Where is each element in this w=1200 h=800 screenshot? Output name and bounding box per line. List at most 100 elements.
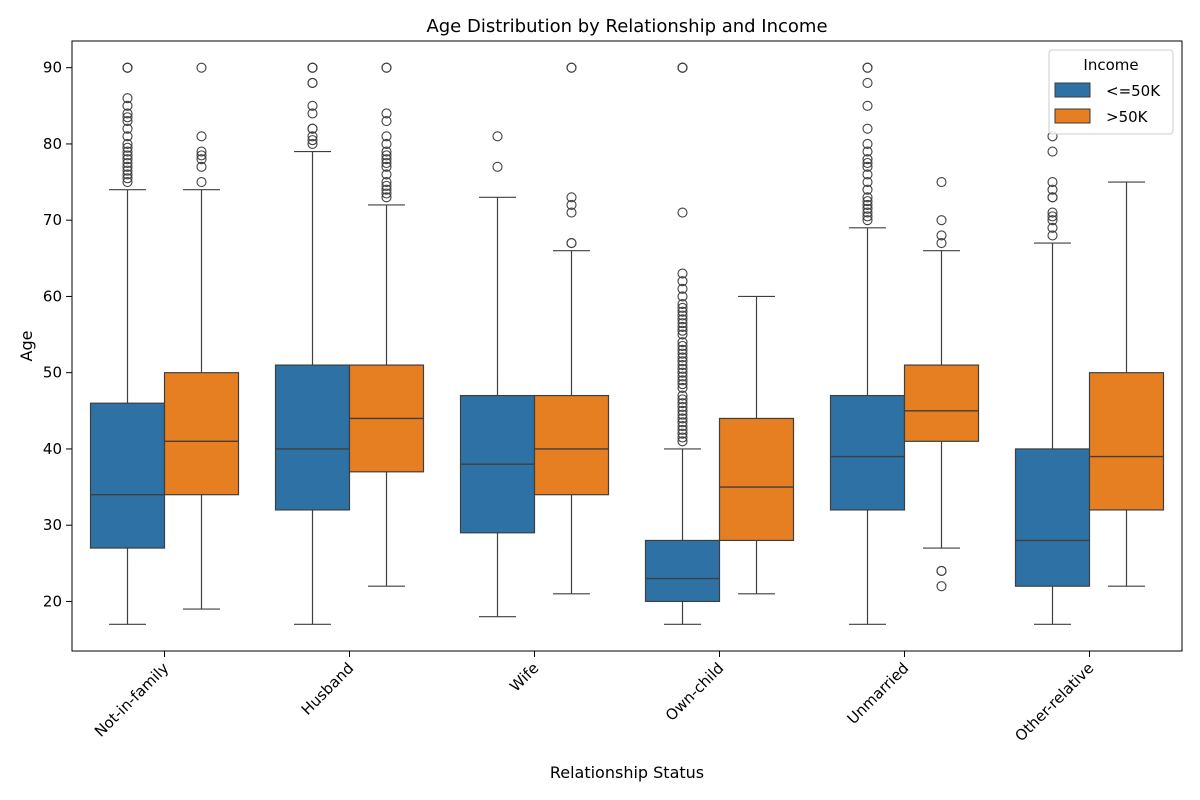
box-unmarried-series-0 [829, 62, 906, 625]
outlier-point [307, 138, 318, 149]
outlier-point [307, 135, 318, 146]
outlier-point [677, 356, 688, 367]
outlier-point [492, 161, 503, 172]
outlier-point [677, 409, 688, 420]
iqr-box [274, 364, 351, 511]
outlier-point [862, 100, 873, 111]
outlier-point [307, 100, 318, 111]
legend-label-high-income: >50K [1106, 108, 1149, 126]
legend-title: Income [1083, 56, 1138, 74]
outlier-point [1047, 184, 1058, 195]
outlier-point [862, 215, 873, 226]
iqr-box [1014, 448, 1091, 587]
outlier-point [677, 310, 688, 321]
plot-frame [71, 40, 1183, 652]
outlier-point [677, 394, 688, 405]
outlier-point [307, 62, 318, 73]
outlier-point [566, 199, 577, 210]
plot-area [89, 62, 1165, 625]
outlier-point [862, 192, 873, 203]
outlier-point [862, 199, 873, 210]
outlier-point [122, 161, 133, 172]
outlier-point [936, 565, 947, 576]
outlier-point [936, 215, 947, 226]
chart-title: Age Distribution by Relationship and Inc… [426, 16, 827, 37]
outlier-point [862, 138, 873, 149]
outlier-point [122, 169, 133, 180]
iqr-box [1088, 372, 1165, 511]
outlier-point [122, 123, 133, 134]
box-wife-series-1 [533, 62, 610, 595]
legend-swatch-high-income [1054, 108, 1091, 124]
outlier-point [677, 344, 688, 355]
outlier-point [1047, 211, 1058, 222]
box-not-in-family-series-1 [163, 62, 240, 610]
outlier-point [566, 62, 577, 73]
outlier-point [677, 299, 688, 310]
outlier-point [381, 177, 392, 188]
outlier-point [566, 192, 577, 203]
outlier-point [677, 314, 688, 325]
box-husband-series-0 [274, 62, 351, 625]
outlier-point [677, 401, 688, 413]
outlier-point [381, 62, 392, 73]
outlier-point [677, 207, 688, 218]
box-wife-series-0 [459, 131, 536, 618]
iqr-box [829, 394, 906, 511]
outlier-point [122, 131, 133, 142]
outlier-point [677, 276, 688, 287]
outlier-point [862, 123, 873, 134]
iqr-box [903, 364, 980, 442]
outlier-point [862, 157, 873, 169]
outlier-point [122, 173, 133, 184]
outlier-point [122, 177, 133, 188]
box-unmarried-series-1 [903, 177, 980, 592]
box-husband-series-1 [348, 62, 425, 587]
outlier-point [677, 360, 688, 371]
outlier-point [381, 188, 392, 199]
outlier-point [677, 291, 688, 302]
y-tick-label: 30 [43, 516, 62, 534]
y-tick-label: 40 [43, 440, 62, 458]
outlier-point [677, 390, 688, 401]
outlier-point [381, 138, 392, 149]
outlier-point [381, 150, 392, 161]
outlier-point [122, 150, 133, 161]
outlier-point [677, 413, 688, 424]
outlier-point [381, 108, 392, 119]
outlier-point [381, 161, 392, 172]
outlier-point [1047, 192, 1058, 203]
outlier-point [566, 238, 577, 249]
outlier-point [677, 375, 688, 386]
y-tick-label: 60 [43, 287, 62, 305]
box-not-in-family-series-0 [89, 62, 166, 625]
outlier-point [196, 154, 207, 165]
outlier-point [677, 424, 688, 435]
outlier-point [122, 165, 133, 176]
outlier-point [196, 177, 207, 188]
outlier-point [307, 131, 318, 142]
outlier-point [307, 108, 318, 119]
outlier-point [677, 318, 688, 329]
x-axis-label: Relationship Status [550, 763, 704, 782]
iqr-box [163, 372, 240, 496]
outlier-point [677, 302, 688, 313]
outlier-point [677, 340, 688, 352]
outlier-point [862, 184, 873, 195]
outlier-point [862, 177, 873, 188]
outlier-point [1047, 177, 1058, 188]
outlier-point [122, 142, 133, 153]
box-own-child-series-1 [718, 295, 795, 595]
outlier-point [677, 436, 688, 447]
outlier-point [307, 77, 318, 88]
outlier-point [677, 321, 688, 332]
outlier-point [677, 283, 688, 294]
outlier-point [196, 131, 207, 142]
outlier-point [1047, 215, 1058, 226]
outlier-point [307, 123, 318, 134]
iqr-box [644, 539, 721, 603]
outlier-point [381, 157, 392, 169]
outlier-point [381, 184, 392, 195]
outlier-point [566, 207, 577, 218]
